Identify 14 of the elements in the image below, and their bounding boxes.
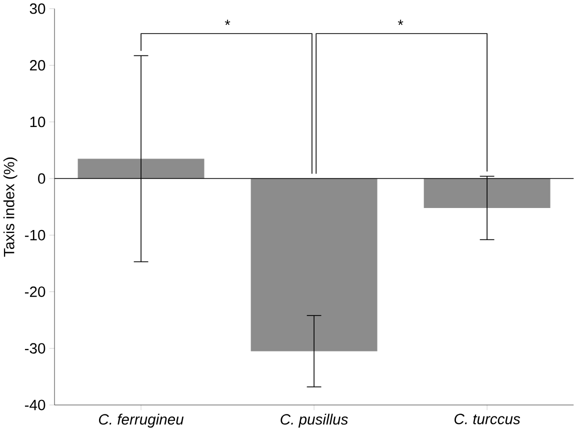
x-tick-label: C. turccus bbox=[454, 414, 520, 424]
y-tick-label: 10 bbox=[30, 116, 46, 128]
annotation: * bbox=[224, 20, 230, 26]
x-tick-label: C. pusillus bbox=[280, 414, 348, 428]
y-tick-label: -10 bbox=[24, 230, 46, 240]
annotation: * bbox=[398, 20, 404, 26]
y-tick-label: 30 bbox=[30, 3, 46, 14]
y-tick-label: -30 bbox=[24, 343, 46, 354]
y-tick-label: 20 bbox=[30, 60, 46, 71]
y-tick-label: 0 bbox=[38, 173, 46, 184]
y-axis-title: Taxis index (%) bbox=[3, 158, 18, 257]
y-tick-label: -20 bbox=[24, 286, 46, 297]
y-tick-label: -40 bbox=[24, 400, 46, 410]
x-tick-label: C. ferrugineu bbox=[99, 414, 184, 428]
